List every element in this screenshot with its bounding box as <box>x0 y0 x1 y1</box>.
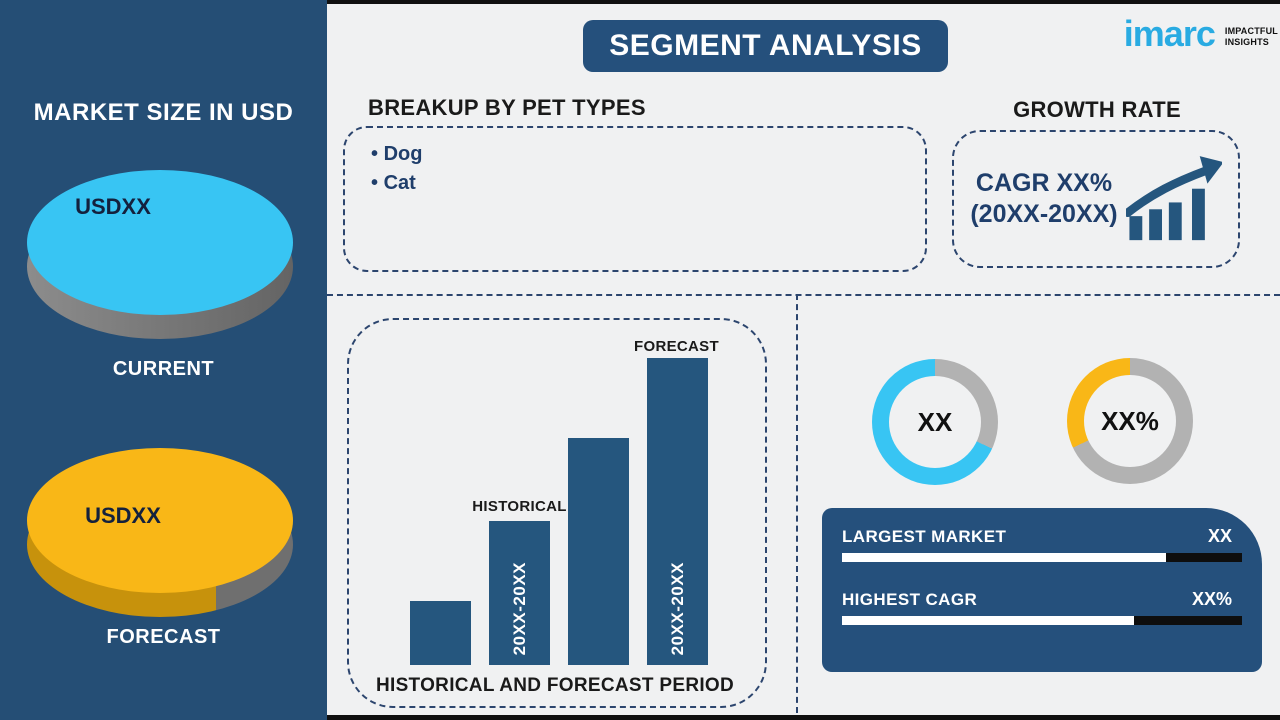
metric-label: LARGEST MARKET <box>842 527 1007 546</box>
forecast-market-pie-chart <box>27 448 293 617</box>
breakup-section-title: BREAKUP BY PET TYPES <box>368 95 646 120</box>
logo-tagline-line1: IMPACTFUL <box>1224 26 1278 37</box>
metric-value: XX <box>1207 526 1232 546</box>
current-pie-value-label: USDXX <box>75 194 151 219</box>
forecast-pie-caption: FORECAST <box>106 626 221 648</box>
cagr-line1: CAGR XX% <box>975 168 1113 197</box>
sidebar-title: MARKET SIZE IN USD <box>33 99 294 126</box>
current-pie-caption: CURRENT <box>112 358 215 380</box>
growth-section-title: GROWTH RATE <box>1013 97 1181 122</box>
bar-range-label: 20XX-20XX <box>667 561 687 655</box>
logo-tagline-line2: INSIGHTS <box>1224 37 1269 47</box>
metric-row-highest-cagr: HIGHEST CAGR XX% <box>842 589 1242 625</box>
period-chart-caption: HISTORICAL AND FORECAST PERIOD <box>375 675 735 696</box>
growth-trend-icon <box>1125 156 1222 241</box>
imarc-logo: imarc IMPACTFUL INSIGHTS <box>1124 8 1278 60</box>
metric-row-largest-market: LARGEST MARKET XX <box>842 526 1242 562</box>
metric-fill <box>842 616 1134 625</box>
donut-center-label: XX <box>917 406 953 437</box>
period-bar-chart: 20XX-20XX 20XX-20XX <box>410 358 708 665</box>
metric-value: XX% <box>1191 589 1232 609</box>
historical-label: HISTORICAL <box>472 498 567 515</box>
pet-type-list: Dog Cat <box>371 140 925 198</box>
bar-range-label: 20XX-20XX <box>509 561 529 655</box>
growth-rate-box: CAGR XX% (20XX-20XX) <box>952 130 1240 268</box>
logo-tagline: IMPACTFUL INSIGHTS <box>1225 26 1278 48</box>
pie-surface <box>27 170 293 315</box>
period-chart-box <box>347 318 767 708</box>
list-item: Cat <box>371 169 925 198</box>
vertical-divider <box>796 294 798 713</box>
forecast-label: FORECAST <box>634 338 719 355</box>
logo-brand-text: imarc <box>1123 13 1216 54</box>
period-bar <box>568 437 629 665</box>
highest-cagr-donut-chart: XX% <box>1067 358 1193 484</box>
largest-market-donut-chart: XX <box>872 359 998 485</box>
horizontal-divider <box>327 294 1280 296</box>
key-metrics-panel: LARGEST MARKET XX HIGHEST CAGR XX% <box>822 508 1262 672</box>
metric-label: HIGHEST CAGR <box>842 590 978 609</box>
period-bar: 20XX-20XX <box>489 520 550 665</box>
donut-center-label: XX% <box>1101 405 1159 436</box>
metric-progress-track <box>842 616 1242 625</box>
pie-surface <box>27 448 293 593</box>
forecast-pie-value-label: USDXX <box>85 503 161 528</box>
breakup-list-box: Dog Cat <box>343 126 927 272</box>
period-bar <box>410 600 471 665</box>
cagr-text: CAGR XX% (20XX-20XX) <box>970 168 1117 231</box>
top-border <box>327 0 1280 4</box>
metric-progress-track <box>842 553 1242 562</box>
period-bar: 20XX-20XX <box>647 358 708 665</box>
cagr-line2: (20XX-20XX) <box>970 200 1118 228</box>
market-size-sidebar: MARKET SIZE IN USD USDXX CURRENT USDXX F… <box>0 0 327 720</box>
metric-fill <box>842 553 1166 562</box>
bottom-border <box>327 715 1280 720</box>
page-title: SEGMENT ANALYSIS <box>609 29 922 62</box>
page-title-banner: SEGMENT ANALYSIS <box>583 20 948 72</box>
list-item: Dog <box>371 140 925 169</box>
current-market-pie-chart <box>27 170 293 339</box>
